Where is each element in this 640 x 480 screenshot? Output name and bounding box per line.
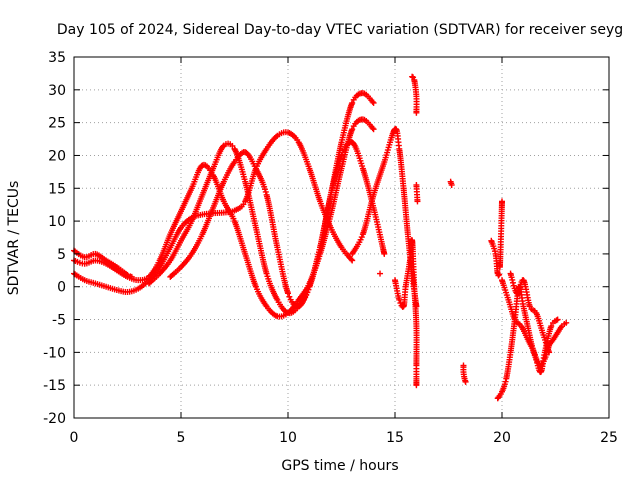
data-point [381, 250, 388, 257]
data-point [370, 126, 377, 133]
data-point [509, 276, 516, 283]
y-tick-label: 30 [48, 83, 66, 99]
data-point [499, 198, 505, 205]
plot-frame [73, 56, 610, 419]
data-point [515, 287, 522, 294]
y-tick-label: -20 [43, 411, 66, 427]
x-tick-label: 20 [493, 430, 511, 446]
data-point [554, 316, 561, 323]
data-point [534, 359, 541, 366]
data-point [510, 282, 517, 289]
data-point [462, 378, 469, 385]
y-tick-label: 25 [48, 116, 66, 132]
data-point [553, 317, 560, 324]
data-point [304, 289, 311, 296]
data-point [369, 125, 376, 132]
data-point [533, 356, 540, 363]
data-point [516, 284, 523, 291]
data-point [532, 354, 539, 361]
data-point [263, 270, 270, 277]
y-tick-label: -10 [43, 345, 66, 361]
data-point [396, 296, 403, 303]
y-tick-label: -15 [43, 378, 66, 394]
data-point [369, 98, 376, 105]
data-point [219, 143, 226, 150]
data-point [349, 126, 356, 133]
data-points [71, 73, 570, 402]
y-tick-label: 15 [48, 181, 66, 197]
data-point [546, 349, 553, 356]
data-point [496, 271, 503, 278]
data-point [548, 323, 555, 330]
data-point [448, 181, 455, 188]
y-tick-label: 10 [48, 214, 66, 230]
data-point [495, 272, 502, 279]
data-point [262, 188, 269, 195]
y-tick-label: -5 [52, 313, 66, 329]
x-tick-label: 0 [70, 430, 79, 446]
data-point [370, 99, 377, 106]
data-point [509, 279, 516, 286]
chart-title: Day 105 of 2024, Sidereal Day-to-day VTE… [57, 22, 623, 38]
x-tick-label: 25 [600, 430, 618, 446]
data-point [502, 378, 509, 385]
y-tick-label: 20 [48, 148, 66, 164]
data-point [413, 382, 420, 389]
y-tick-label: 35 [48, 50, 66, 66]
data-point [414, 198, 421, 205]
data-point [358, 234, 365, 241]
data-point [413, 109, 420, 116]
y-tick-label: 0 [57, 280, 66, 296]
data-point [349, 99, 356, 106]
x-tick-label: 15 [386, 430, 404, 446]
axis-ticks: 0 5 10 15 20 25 -20 -15 -10 -5 0 5 10 15 20 25 30 35 [43, 50, 618, 446]
y-tick-label: 5 [57, 247, 66, 263]
data-point [349, 257, 356, 264]
x-tick-label: 10 [279, 430, 297, 446]
data-point [377, 270, 384, 277]
data-point [285, 290, 291, 297]
y-axis-label: SDTVAR / TECUs [6, 181, 22, 296]
grid [74, 57, 609, 418]
x-axis-label: GPS time / hours [281, 458, 398, 474]
data-point [338, 152, 345, 159]
data-point [305, 286, 312, 293]
data-point [563, 319, 570, 326]
x-tick-label: 5 [177, 430, 186, 446]
data-point [348, 256, 355, 263]
